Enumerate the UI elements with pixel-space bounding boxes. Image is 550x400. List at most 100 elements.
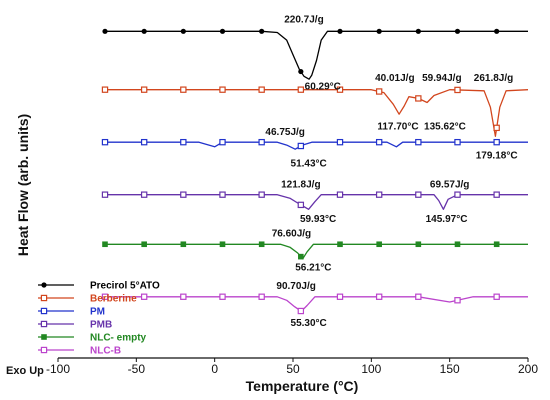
series-line xyxy=(105,296,528,312)
series-marker xyxy=(140,86,148,93)
series-marker xyxy=(298,253,304,260)
series-4 xyxy=(102,241,528,260)
legend-item: Berberine xyxy=(38,294,137,305)
series-marker xyxy=(102,241,108,248)
series-marker xyxy=(140,191,148,198)
series-marker xyxy=(219,191,226,198)
annotation-label: 69.57J/g xyxy=(430,180,469,191)
series-0 xyxy=(102,28,528,80)
annotations: 220.7J/g 60.29°C 40.01J/g 59.94J/g 261.8J/g 1… xyxy=(265,15,517,329)
annotation-label: 59.93°C xyxy=(300,214,336,225)
series-marker xyxy=(493,241,500,248)
series-marker xyxy=(415,293,422,300)
series-marker xyxy=(259,28,265,34)
x-tick-label: 100 xyxy=(361,362,381,376)
x-tick-label: -50 xyxy=(128,362,146,376)
series-marker xyxy=(101,293,109,300)
series-marker xyxy=(337,28,343,34)
legend-label: PMB xyxy=(90,320,112,331)
annotation-label: 261.8J/g xyxy=(474,73,513,84)
series-marker xyxy=(219,28,226,34)
series-marker xyxy=(454,297,461,304)
annotation-label: 179.18°C xyxy=(476,151,518,162)
series-marker xyxy=(258,293,265,300)
x-tick-label: 150 xyxy=(440,362,460,376)
series-marker xyxy=(415,241,422,248)
annotation-label: 59.94J/g xyxy=(422,73,461,84)
legend-label: NLC- empty xyxy=(90,333,147,344)
legend: Precirol 5°ATO Berberine PM PMB NLC- empty NL… xyxy=(38,281,160,357)
series-marker xyxy=(454,241,461,248)
series-1 xyxy=(101,86,529,137)
annotation-label: 56.21°C xyxy=(295,263,331,274)
x-tick-label: 200 xyxy=(518,362,538,376)
legend-marker xyxy=(40,346,48,354)
annotation-label: 220.7J/g xyxy=(284,15,323,26)
x-tick-label: 0 xyxy=(211,362,218,376)
series-marker xyxy=(454,28,461,34)
plot-area xyxy=(101,28,529,315)
series-5 xyxy=(101,293,528,315)
annotation-label: 121.8J/g xyxy=(281,180,320,191)
series-marker xyxy=(219,241,226,248)
series-marker xyxy=(180,191,187,198)
series-marker xyxy=(415,191,422,198)
series-line xyxy=(105,243,528,260)
series-marker xyxy=(140,293,148,300)
series-marker xyxy=(375,88,383,95)
x-tick-label: -100 xyxy=(46,362,70,376)
series-marker xyxy=(180,241,187,248)
annotation-label: 90.70J/g xyxy=(276,281,315,292)
annotation-label: 51.43°C xyxy=(291,159,327,170)
series-marker xyxy=(376,241,382,248)
series-marker xyxy=(297,86,305,93)
series-marker xyxy=(219,138,226,146)
series-marker xyxy=(454,86,461,94)
series-marker xyxy=(337,241,343,248)
series-marker xyxy=(493,138,500,146)
series-marker xyxy=(180,28,186,34)
legend-label: Precirol 5°ATO xyxy=(90,281,160,292)
annotation-label: 145.97°C xyxy=(426,214,468,225)
x-axis-title: Temperature (°C) xyxy=(246,378,359,394)
series-marker xyxy=(180,293,187,300)
series-marker xyxy=(219,293,226,300)
series-marker xyxy=(141,241,147,248)
series-line xyxy=(105,30,528,80)
series-marker xyxy=(258,138,265,146)
series-marker xyxy=(494,28,500,34)
series-marker xyxy=(219,86,226,93)
series-marker xyxy=(180,86,187,93)
series-2 xyxy=(101,138,528,150)
series-marker xyxy=(297,307,305,315)
series-marker xyxy=(493,124,500,132)
series-line xyxy=(105,141,528,150)
annotation-label: 135.62°C xyxy=(424,121,466,132)
series-marker xyxy=(258,86,265,93)
series-marker xyxy=(258,191,265,198)
series-marker xyxy=(101,138,109,146)
series-marker xyxy=(336,191,344,198)
series-marker xyxy=(336,138,344,146)
series-marker xyxy=(140,138,148,146)
series-marker xyxy=(375,293,383,300)
series-marker xyxy=(180,138,187,146)
series-marker xyxy=(493,293,500,300)
series-marker xyxy=(258,241,265,248)
legend-item: NLC- empty xyxy=(38,333,147,344)
legend-item: Precirol 5°ATO xyxy=(38,281,160,292)
series-marker xyxy=(415,95,422,102)
series-marker xyxy=(297,201,305,209)
x-axis: -100 -50 0 50 100 150 200 xyxy=(46,357,538,376)
annotation-label: 40.01J/g xyxy=(375,73,414,84)
legend-item: NLC-B xyxy=(38,346,121,357)
legend-item: PM xyxy=(38,307,105,318)
series-marker xyxy=(375,191,383,198)
series-marker xyxy=(376,28,382,34)
y-axis-title: Heat Flow (arb. units) xyxy=(15,114,31,256)
series-marker xyxy=(454,138,461,146)
series-line xyxy=(105,194,528,210)
series-marker xyxy=(454,191,461,198)
legend-marker xyxy=(41,334,47,340)
